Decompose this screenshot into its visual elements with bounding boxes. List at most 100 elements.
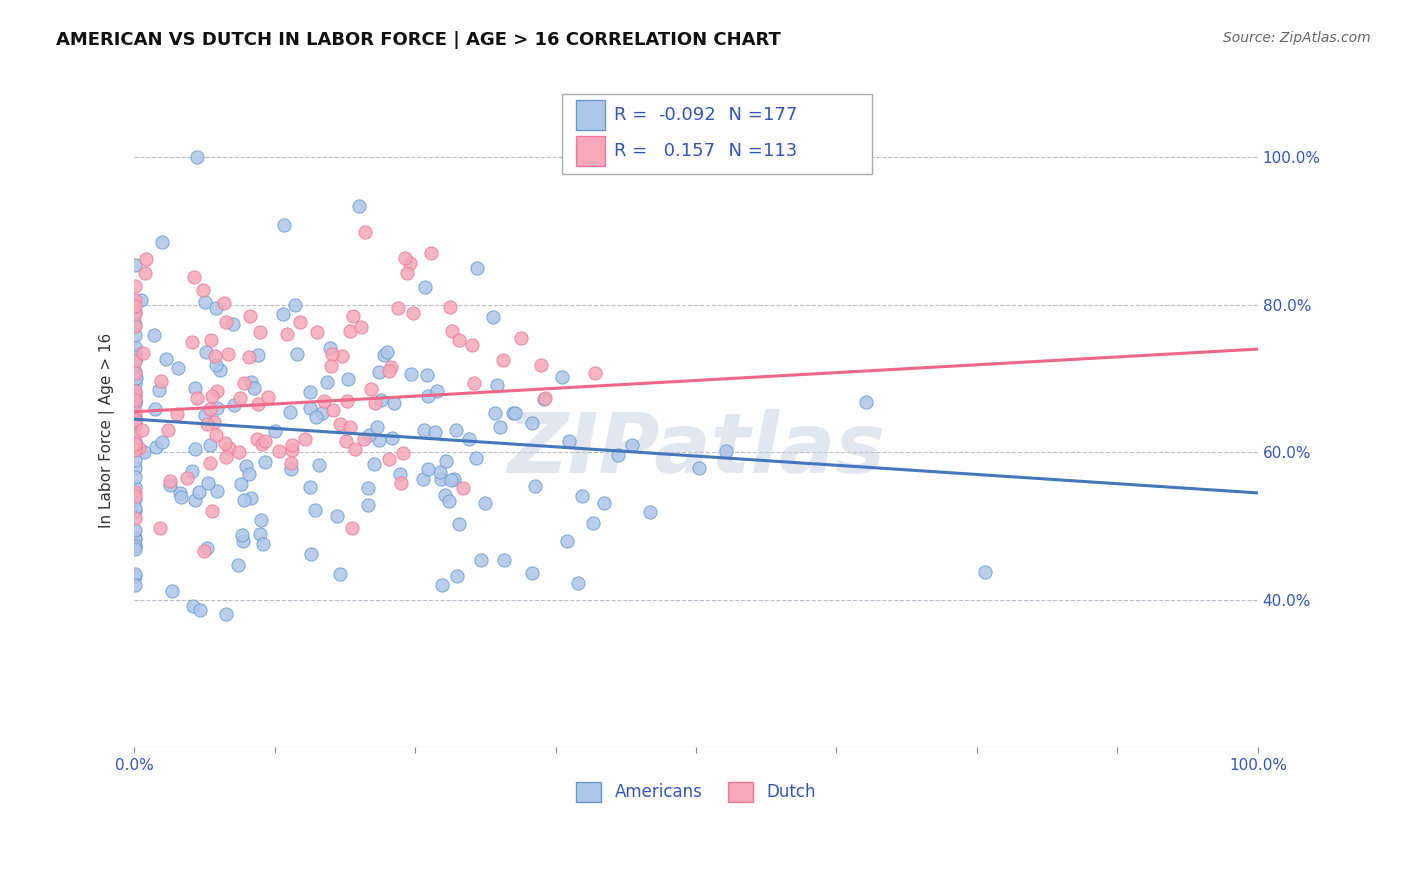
Point: [240, 491, 263, 505]
Point: [973, 565, 995, 579]
Point: [364, 396, 387, 410]
Point: [124, 351, 146, 366]
Point: [367, 434, 389, 448]
Point: [124, 461, 146, 475]
Point: [193, 283, 215, 297]
Point: [304, 503, 326, 517]
Point: [232, 533, 254, 548]
Point: [124, 416, 146, 430]
Point: [214, 295, 236, 310]
Point: [124, 409, 146, 424]
Point: [186, 391, 208, 405]
Point: [484, 406, 506, 420]
Point: [124, 366, 146, 380]
Text: R =: R =: [614, 106, 654, 124]
Point: [581, 516, 603, 530]
Point: [205, 359, 228, 373]
Point: [233, 492, 256, 507]
Point: [194, 295, 217, 310]
Point: [510, 331, 533, 345]
Point: [492, 353, 515, 368]
Text: -0.092: -0.092: [658, 106, 716, 124]
Point: [502, 406, 524, 420]
Point: [229, 477, 252, 491]
Point: [533, 392, 555, 406]
Point: [155, 352, 177, 367]
Point: [231, 528, 253, 542]
Point: [305, 325, 328, 339]
Point: [198, 401, 221, 416]
Point: [124, 504, 146, 518]
Point: [124, 396, 146, 410]
Point: [124, 340, 146, 354]
Point: [148, 383, 170, 397]
Point: [124, 395, 146, 409]
Point: [440, 324, 463, 338]
Point: [416, 389, 439, 403]
Point: [356, 481, 378, 495]
Point: [280, 443, 302, 458]
Point: [482, 310, 505, 325]
Point: [124, 470, 146, 484]
Point: [124, 390, 146, 404]
Point: [298, 384, 321, 399]
Point: [447, 334, 470, 348]
Point: [228, 444, 250, 458]
Point: [429, 465, 451, 479]
Point: [131, 423, 153, 437]
Point: [166, 407, 188, 421]
Point: [229, 392, 252, 406]
Point: [124, 351, 146, 365]
Point: [124, 523, 146, 537]
Point: [184, 381, 207, 395]
Point: [474, 496, 496, 510]
Point: [124, 354, 146, 368]
Point: [124, 442, 146, 457]
Point: [246, 397, 269, 411]
Point: [160, 584, 183, 599]
Point: [395, 266, 418, 280]
Point: [349, 199, 371, 213]
Point: [437, 493, 460, 508]
Point: [606, 448, 628, 462]
Point: [247, 348, 270, 362]
Point: [218, 441, 240, 455]
Text: R =: R =: [614, 142, 659, 160]
Point: [159, 475, 181, 489]
Point: [284, 298, 307, 312]
Point: [124, 511, 146, 525]
Point: [430, 472, 453, 486]
Point: [254, 455, 277, 469]
Point: [281, 438, 304, 452]
Point: [339, 324, 361, 338]
Point: [357, 498, 380, 512]
Point: [533, 392, 555, 406]
Point: [264, 424, 287, 438]
Text: 177: 177: [763, 106, 797, 124]
Point: [150, 434, 173, 449]
Point: [620, 438, 643, 452]
Legend: Americans, Dutch: Americans, Dutch: [569, 775, 823, 809]
Point: [142, 327, 165, 342]
Point: [145, 440, 167, 454]
Point: [329, 417, 352, 431]
Point: [204, 428, 226, 442]
Point: [253, 434, 276, 449]
Point: [413, 279, 436, 293]
Point: [446, 423, 468, 437]
Point: [557, 533, 579, 548]
Point: [124, 293, 146, 307]
Text: Source: ZipAtlas.com: Source: ZipAtlas.com: [1223, 31, 1371, 45]
Point: [394, 251, 416, 265]
Point: [195, 541, 218, 555]
Point: [124, 352, 146, 367]
Point: [278, 405, 301, 419]
Point: [299, 480, 322, 494]
Point: [124, 371, 146, 385]
Point: [181, 599, 204, 613]
Point: [389, 467, 412, 482]
Point: [250, 437, 273, 451]
Point: [319, 341, 342, 355]
Point: [124, 328, 146, 343]
Point: [257, 391, 280, 405]
